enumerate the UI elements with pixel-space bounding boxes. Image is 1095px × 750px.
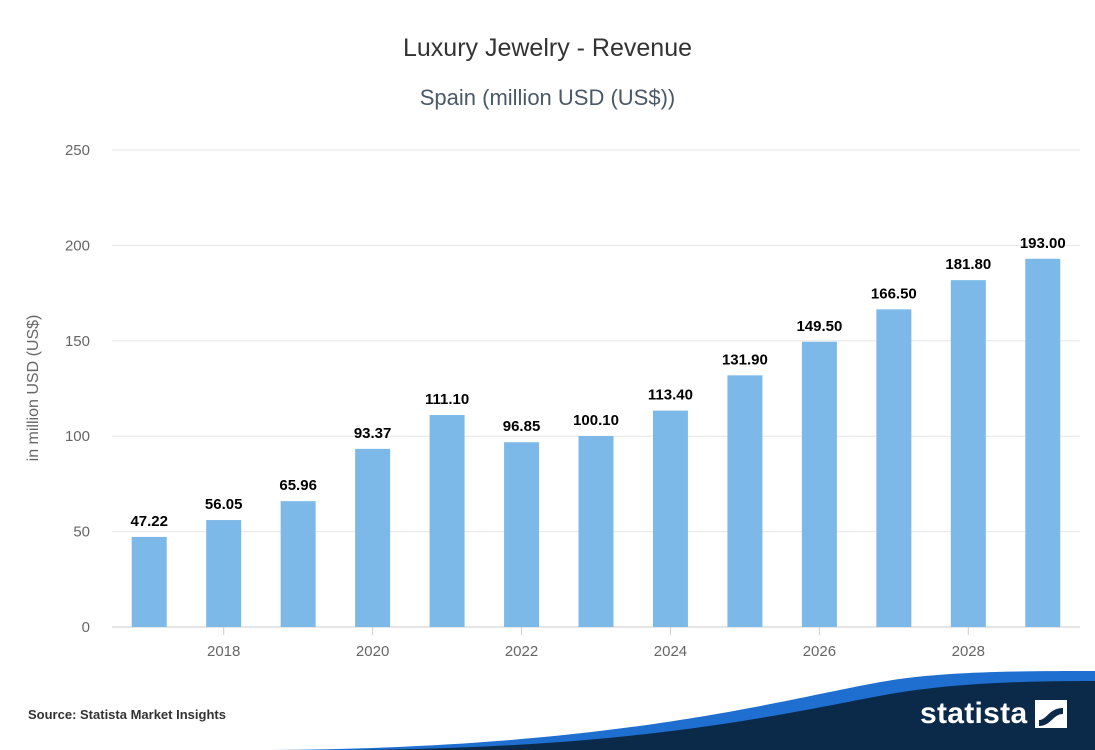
x-axis-ticks: 2018 2020 2022 2024 2026 2028 (207, 627, 985, 660)
y-tick-label: 50 (73, 524, 90, 541)
data-label: 131.90 (722, 351, 768, 368)
data-label: 111.10 (425, 391, 469, 408)
x-tick-label: 2028 (952, 643, 985, 660)
x-tick-label: 2020 (356, 643, 389, 660)
data-label: 65.96 (279, 477, 317, 494)
bar (801, 341, 837, 627)
data-label: 113.40 (648, 387, 693, 404)
bar (206, 520, 242, 627)
bar (504, 442, 540, 627)
statista-logo-icon (1035, 700, 1068, 728)
y-tick-label: 200 (65, 237, 90, 254)
x-tick-label: 2024 (654, 643, 687, 660)
y-tick-label: 250 (65, 142, 90, 159)
data-label: 166.50 (871, 285, 917, 302)
bar (652, 410, 688, 627)
data-label: 96.85 (503, 418, 541, 435)
bars (131, 258, 1061, 627)
bar (950, 280, 986, 627)
y-tick-label: 150 (65, 333, 90, 350)
bar (429, 415, 465, 627)
x-tick-label: 2026 (803, 643, 836, 660)
footer-wave-dark (330, 681, 1095, 750)
bar-chart: 47.22 56.05 65.96 93.37 111.10 96.85 100.10 113… (25, 142, 1080, 660)
chart-title: Luxury Jewelry - Revenue (402, 34, 692, 62)
bar (355, 448, 391, 627)
bar (876, 309, 912, 627)
bar (578, 436, 614, 627)
x-tick-label: 2018 (207, 643, 240, 660)
x-tick-label: 2022 (505, 643, 538, 660)
source-note: Source: Statista Market Insights (28, 707, 226, 722)
data-label: 181.80 (945, 256, 991, 273)
y-tick-label: 0 (82, 619, 90, 636)
data-label: 100.10 (573, 412, 619, 429)
y-tick-label: 100 (65, 428, 90, 445)
data-label: 93.37 (354, 425, 392, 442)
y-axis-label: in million USD (US$) (25, 315, 42, 462)
y-axis-ticks: 0 50 100 150 200 250 (65, 142, 90, 636)
data-label: 149.50 (796, 318, 842, 335)
statista-brand[interactable]: statista (920, 696, 1068, 732)
bar (280, 501, 316, 627)
bar (727, 375, 763, 627)
data-labels: 47.22 56.05 65.96 93.37 111.10 96.85 100.10 113… (130, 235, 1065, 530)
data-label: 56.05 (205, 496, 243, 513)
chart-subtitle: Spain (million USD (US$)) (419, 85, 676, 110)
bar (1025, 258, 1061, 627)
data-label: 47.22 (130, 513, 168, 530)
data-label: 193.00 (1020, 235, 1066, 252)
bar (131, 536, 167, 627)
statista-wordmark: statista (920, 697, 1028, 730)
